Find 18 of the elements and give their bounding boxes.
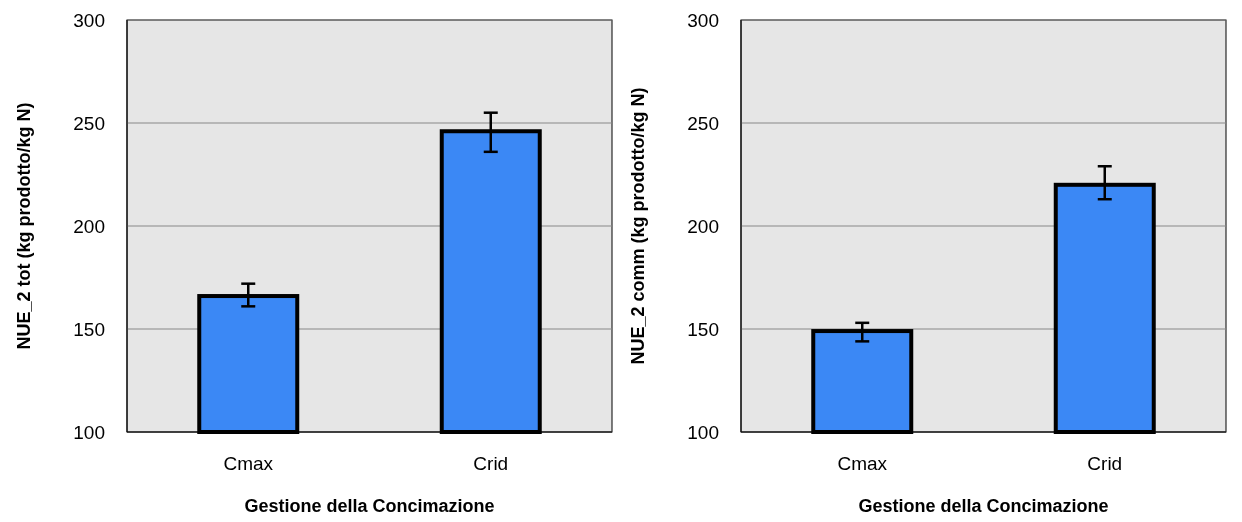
y-tick-label: 200	[687, 215, 719, 237]
y-axis-title: NUE_2 comm (kg prodotto/kg N)	[628, 87, 648, 365]
x-axis-title: Gestione della Concimazione	[244, 496, 495, 516]
y-tick-label: 200	[73, 215, 105, 237]
y-tick-label: 150	[687, 318, 719, 340]
y-tick-label: 250	[73, 112, 105, 134]
y-tick-label: 300	[73, 9, 105, 31]
x-tick-label: Cmax	[837, 453, 888, 474]
x-tick-label: Cmax	[223, 453, 274, 474]
y-tick-label: 300	[687, 9, 719, 31]
y-tick-label: 150	[73, 318, 105, 340]
x-tick-label: Crid	[473, 453, 509, 474]
y-tick-label: 250	[687, 112, 719, 134]
y-tick-label: 100	[73, 421, 105, 443]
y-tick-label: 100	[687, 421, 719, 443]
x-tick-label: Crid	[1087, 453, 1123, 474]
y-axis-title: NUE_2 tot (kg prodotto/kg N)	[14, 102, 34, 350]
x-axis-title: Gestione della Concimazione	[858, 496, 1109, 516]
